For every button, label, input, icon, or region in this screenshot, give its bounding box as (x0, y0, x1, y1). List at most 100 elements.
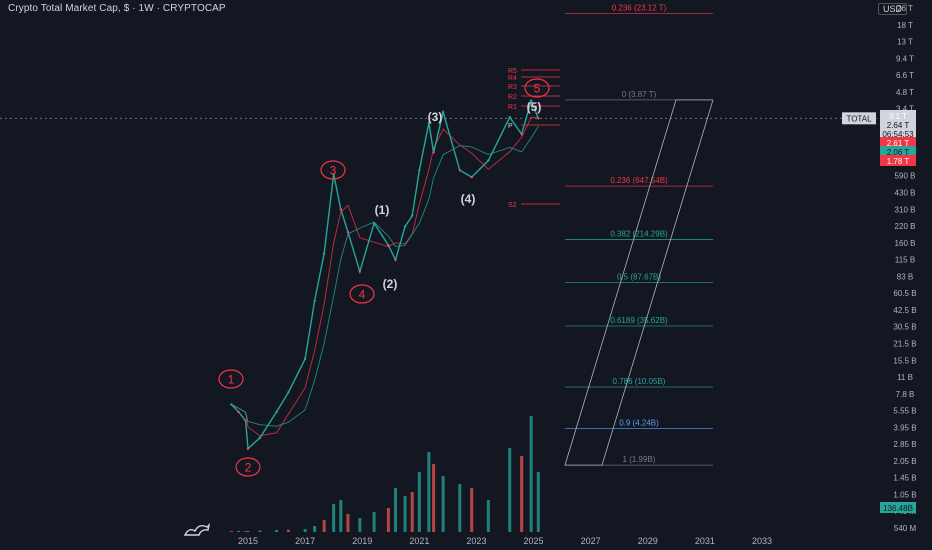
y-tick-label: 83 B (897, 272, 913, 281)
y-tick-label: 2.85 B (893, 440, 916, 449)
fib-level-label: 0.786 (10.05B) (613, 377, 666, 386)
price-tag: 2.61 T (887, 139, 910, 148)
price-point (441, 110, 445, 114)
y-tick-label: 1.45 B (893, 474, 916, 483)
y-tick-label: 26 T (897, 4, 913, 13)
pivot-label: S2 (508, 202, 517, 209)
price-point (432, 151, 435, 154)
price-series-line (230, 98, 539, 451)
price-point (230, 403, 233, 406)
wave-label-white: (5) (527, 100, 542, 114)
volume-bar (372, 512, 376, 532)
volume-bar (275, 530, 279, 532)
price-point (410, 214, 414, 217)
price-point (387, 244, 390, 247)
price-point (529, 99, 533, 102)
price-tag-bg (880, 146, 916, 157)
price-point (487, 159, 490, 162)
price-point (372, 221, 376, 225)
y-tick-label: 1.05 B (893, 490, 916, 499)
wave-label-white: (1) (375, 203, 390, 217)
fib-level-label: 1 (1.99B) (623, 455, 656, 464)
wave-label-white: (3) (428, 110, 443, 124)
volume-bar (258, 530, 262, 532)
price-tag-bg (880, 119, 916, 130)
price-tag: 136.48B (883, 504, 913, 513)
pivot-label: R2 (508, 94, 517, 101)
volume-bar (244, 531, 248, 532)
y-tick-label: 4.8 T (896, 88, 914, 97)
price-tag: 1.78 T (887, 157, 910, 166)
price-point (258, 436, 262, 440)
pivot-label: R3 (508, 84, 517, 91)
volume-bar (332, 504, 336, 532)
price-point (470, 175, 473, 179)
volume-bar (322, 520, 326, 532)
volume-bar (520, 456, 524, 532)
x-tick-label: 2017 (295, 536, 315, 546)
wave-circle-red (524, 78, 550, 98)
pivot-label: P (508, 123, 513, 130)
y-tick-label: 42.5 B (893, 306, 916, 315)
volume-bar (536, 472, 540, 532)
wave-label-red: 4 (359, 288, 366, 302)
y-tick-label: 7.8 B (896, 390, 915, 399)
wave-label-white: (4) (461, 192, 476, 206)
y-tick-label: 15.5 B (893, 356, 916, 365)
fib-level-label: 0.6189 (35.62B) (610, 316, 668, 325)
price-point (346, 230, 350, 234)
volume-bar (386, 508, 390, 532)
price-tag: 3.1 T (889, 112, 907, 121)
tradingview-logo (183, 522, 211, 536)
volume-bar (339, 500, 343, 532)
price-tag: 2.06 T (887, 148, 910, 157)
price-point (332, 172, 335, 176)
wave-circle-red (218, 369, 244, 389)
y-tick-label: 30.5 B (893, 323, 916, 332)
y-tick-label: 21.5 B (893, 339, 916, 348)
y-tick-label: 60.5 B (893, 289, 916, 298)
ma-line-short (231, 116, 539, 437)
y-tick-label: 310 B (895, 205, 916, 214)
volume-bar (441, 476, 445, 532)
fib-level-label: 0.5 (87.67B) (617, 273, 661, 282)
volume-bar (236, 530, 240, 532)
price-point (418, 169, 421, 172)
currency-button[interactable]: USD (878, 3, 908, 15)
volume-bar (470, 488, 474, 532)
fib-trend-outline (564, 99, 714, 466)
wave-label-red: 2 (245, 461, 252, 475)
fib-level-label: 0.236 (23.12 T) (612, 4, 667, 13)
x-tick-label: 2015 (238, 536, 258, 546)
volume-bar (229, 531, 233, 532)
y-tick-label: 540 M (894, 524, 917, 533)
price-point (458, 169, 461, 172)
x-tick-label: 2031 (695, 536, 715, 546)
price-point (303, 357, 307, 361)
wave-circle-red (349, 284, 375, 304)
y-tick-label: 430 B (895, 189, 916, 198)
volume-bar (313, 526, 317, 532)
y-tick-label: 13 T (897, 38, 913, 47)
wave-circle-red (235, 457, 261, 477)
pivot-label: R1 (508, 104, 517, 111)
price-point (275, 410, 278, 414)
wave-label-red: 5 (534, 82, 541, 96)
volume-bar (432, 464, 436, 532)
pivot-label: R4 (508, 75, 517, 82)
fib-level-label: 0.236 (647.54B) (610, 176, 668, 185)
volume-bar (403, 496, 407, 532)
volume-bar (417, 472, 421, 532)
y-tick-label: 590 B (895, 172, 916, 181)
price-point (237, 410, 240, 414)
wave-label-white: (2) (383, 277, 398, 291)
last-label-bg (842, 112, 876, 125)
volume-bar (486, 500, 490, 532)
wave-label-red: 3 (330, 164, 337, 178)
price-tag-bg (880, 502, 916, 513)
price-point (339, 208, 343, 211)
last-label: TOTAL (846, 114, 872, 123)
x-tick-label: 2033 (752, 536, 772, 546)
volume-bar (246, 531, 250, 532)
price-point (520, 132, 523, 136)
